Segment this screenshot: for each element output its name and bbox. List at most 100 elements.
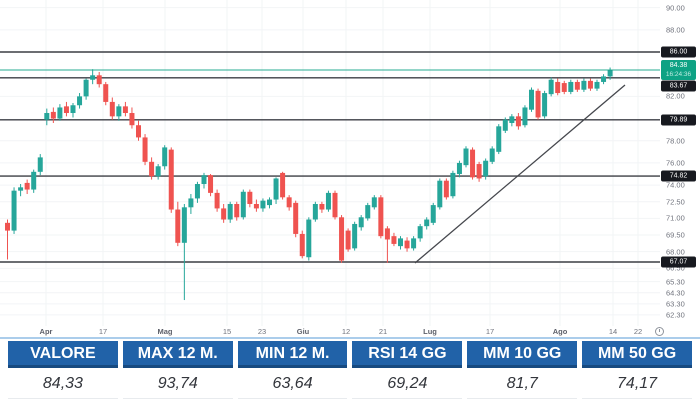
candle-up [581,80,587,90]
y-axis-label: 76.00 [666,158,685,168]
candle-down [142,137,148,162]
candle-down [247,191,253,204]
clock-icon[interactable] [655,327,664,336]
candle-up [57,107,63,119]
candle-up [201,175,207,185]
level-badge: 79.89 [661,114,696,126]
current-price-value: 84.38 [669,61,688,69]
candle-up [70,105,76,114]
candle-up [44,113,50,120]
candle-up [325,192,331,210]
candle-up [522,107,528,126]
y-axis-label: 64.30 [666,288,685,298]
stat-min-12m: MIN 12 M. 63,64 [237,341,348,399]
candle-down [286,197,292,208]
candle-up [483,160,489,177]
y-axis-label: 88.00 [666,25,685,35]
candle-up [568,81,574,92]
candle-up [594,81,600,89]
stat-value: 93,74 [122,368,233,399]
candle-down [96,75,102,85]
candle-up [502,119,508,131]
candle-down [319,203,325,210]
candle-down [208,175,214,193]
candle-down [5,222,10,231]
candle-up [607,69,613,77]
candle-down [50,111,56,119]
candle-down [129,113,135,126]
candle-up [398,238,403,247]
candle-down [391,236,397,244]
candle-up [31,171,37,190]
y-axis-label: 62.30 [666,310,685,320]
x-axis-label: 14 [608,327,618,336]
x-axis-label: Apr [39,327,53,336]
stat-value: 74,17 [582,368,692,399]
stat-rsi-14gg: RSI 14 GG 69,24 [352,341,463,399]
x-axis-label: Lug [423,327,437,336]
candle-down [384,228,390,240]
candle-up [456,162,462,175]
level-badge: 67.07 [661,256,696,268]
candle-down [555,81,561,94]
candle-down [574,81,580,90]
candle-up [450,172,456,197]
candle-down [280,172,286,198]
price-chart[interactable]: 90.00 88.00 82.00 78.00 76.00 74.00 72.50 71.00… [0,0,700,339]
candle-up [371,197,377,208]
candle-down [136,125,141,138]
candle-up [77,96,83,106]
candle-up [162,147,168,167]
y-axis-label: 90.00 [666,3,685,13]
stat-header: MM 10 GG [467,341,578,368]
candle-down [339,217,345,261]
price-axis[interactable]: 90.00 88.00 82.00 78.00 76.00 74.00 72.50 71.00… [660,0,700,326]
candle-up [188,198,194,208]
stat-value: 81,7 [467,368,578,399]
x-axis-label: 21 [378,327,388,336]
candlestick-plot [0,0,660,326]
axis-separator [0,337,700,339]
candle-up [260,200,266,209]
candle-up [352,223,358,249]
y-axis-label: 69.50 [666,230,685,240]
candle-down [253,203,259,209]
candle-up [37,157,43,172]
time-axis[interactable]: Apr 17 Mag 15 23 Giu 12 21 Lug 17 Ago 14 22 [0,324,660,337]
candle-up [155,166,161,177]
level-badge: 86.00 [661,46,696,58]
stat-header: MIN 12 M. [237,341,348,368]
candle-down [332,192,338,218]
candle-down [234,203,240,218]
y-axis-label: 78.00 [666,136,685,146]
candle-up [306,219,312,258]
candle-down [214,192,220,209]
y-axis-label: 68.00 [666,247,685,257]
candle-down [345,230,351,250]
candle-up [365,205,371,219]
y-axis-label: 72.50 [666,197,685,207]
candle-up [267,199,272,206]
candle-up [312,203,318,220]
candle-down [293,202,299,234]
x-axis-label: 22 [633,327,643,336]
trendline [414,84,626,264]
candle-down [476,164,482,179]
candle-up [437,180,443,208]
candle-down [587,80,593,89]
stat-value: 84,33 [8,368,118,399]
candle-up [548,79,554,95]
candle-up [496,126,502,152]
x-axis-label: 23 [257,327,267,336]
level-badge: 83.67 [661,80,696,92]
stat-mm-10gg: MM 10 GG 81,7 [467,341,578,399]
y-axis-label: 71.00 [666,213,685,223]
stat-mm-50gg: MM 50 GG 74,17 [582,341,692,399]
stat-header: MM 50 GG [582,341,692,368]
candle-down [470,149,476,178]
candle-up [417,226,423,239]
candle-up [18,187,24,191]
candle-up [273,178,279,200]
candle-down [221,208,227,220]
candle-down [149,161,155,177]
